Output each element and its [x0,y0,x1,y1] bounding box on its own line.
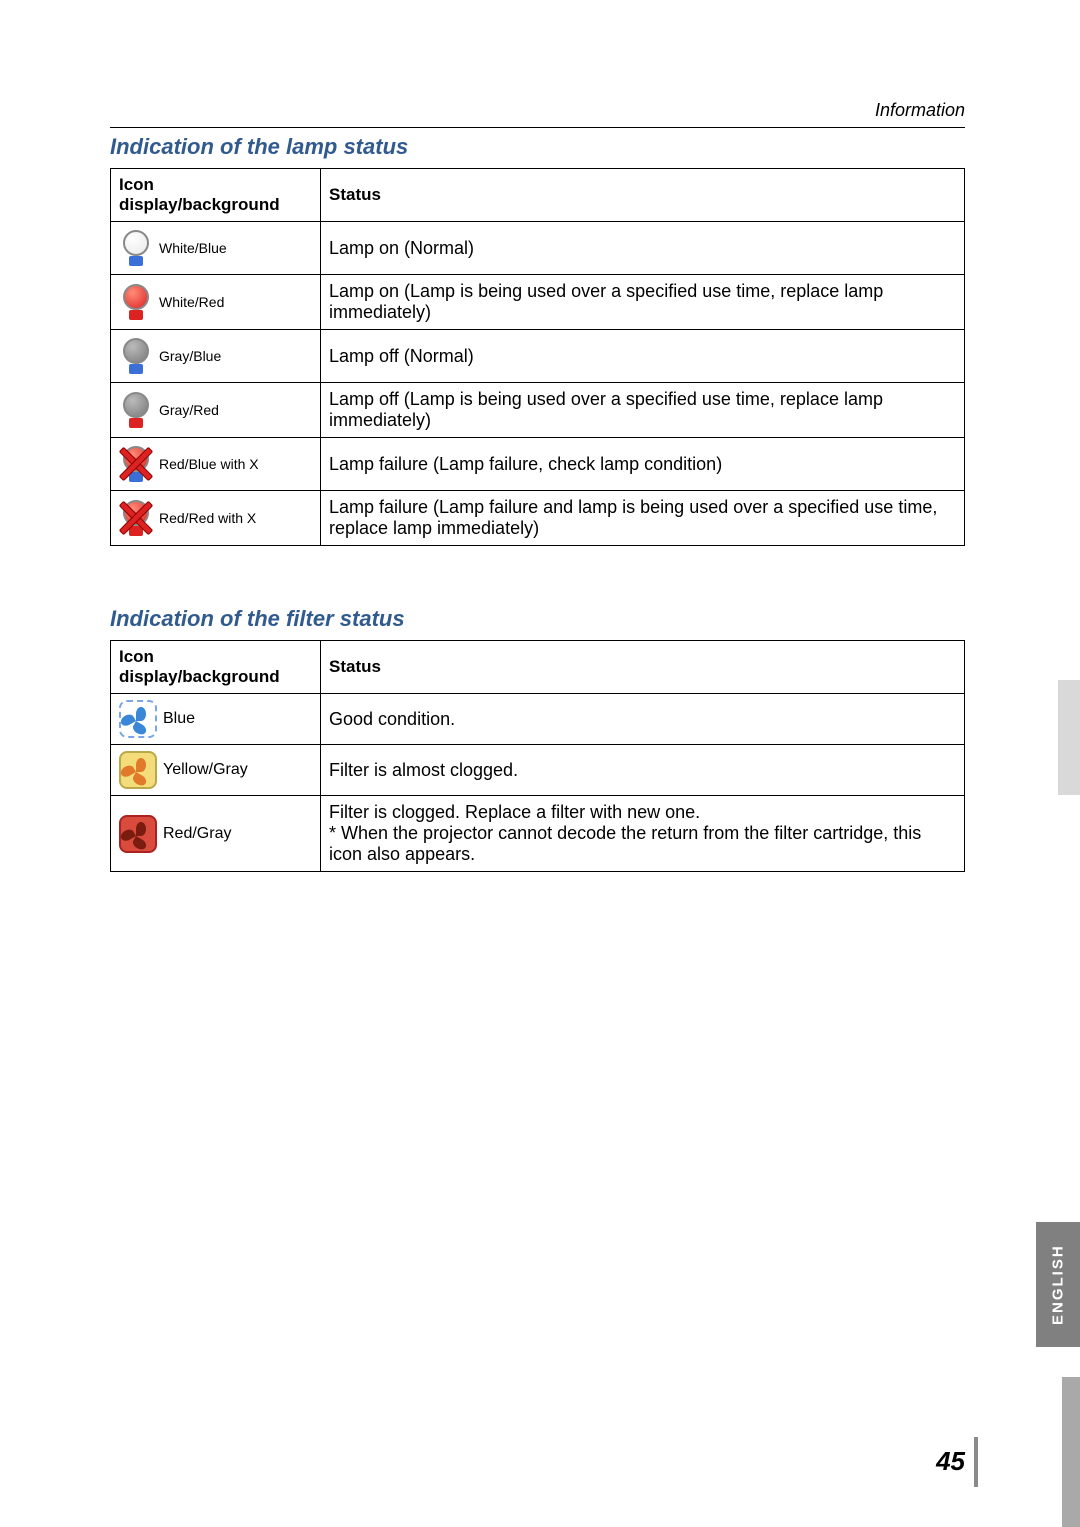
lamp-status-text: Lamp on (Lamp is being used over a speci… [321,275,965,330]
lamp-bulb-icon [119,228,153,268]
lamp-icon-label: White/Red [159,294,224,310]
lamp-icon-label: Gray/Blue [159,348,221,364]
lamp-icon-cell: White/Red [111,275,321,330]
lamp-bulb-icon [119,498,153,538]
side-gray-tab [1058,680,1080,795]
lamp-icon-cell: Red/Red with X [111,491,321,546]
filter-fan-icon [119,700,157,738]
lamp-status-table: Icon display/background Status White/Blu… [110,168,965,546]
filter-status-text: Filter is clogged. Replace a filter with… [321,796,965,872]
lamp-icon-cell: Gray/Blue [111,330,321,383]
table-row: White/Red Lamp on (Lamp is being used ove… [111,275,965,330]
filter-col2-header: Status [321,641,965,694]
filter-status-text: Filter is almost clogged. [321,745,965,796]
page-number-bar [974,1437,978,1487]
table-row: Red/Red with X Lamp failure (Lamp failure… [111,491,965,546]
lamp-icon-cell: Gray/Red [111,383,321,438]
header-rule [110,127,965,128]
lamp-icon-label: Red/Blue with X [159,456,259,472]
lamp-col2-header: Status [321,169,965,222]
lamp-bulb-icon [119,390,153,430]
lamp-icon-label: Gray/Red [159,402,219,418]
lamp-bulb-icon [119,282,153,322]
table-row: Red/Blue with X Lamp failure (Lamp failur… [111,438,965,491]
filter-icon-cell: Blue [111,694,321,745]
lamp-icon-cell: Red/Blue with X [111,438,321,491]
table-row: Yellow/Gray Filter is almost clogged. [111,745,965,796]
table-row: White/Blue Lamp on (Normal) [111,222,965,275]
filter-icon-label: Blue [163,710,195,728]
filter-fan-icon [119,751,157,789]
lamp-status-text: Lamp failure (Lamp failure and lamp is b… [321,491,965,546]
page-number: 45 [936,1446,965,1477]
lamp-section-title: Indication of the lamp status [110,134,965,160]
lamp-bulb-icon [119,444,153,484]
corner-gray-strip [1062,1377,1080,1527]
filter-status-table: Icon display/background Status Blue Good … [110,640,965,872]
lamp-status-text: Lamp off (Normal) [321,330,965,383]
table-row: Blue Good condition. [111,694,965,745]
table-row: Red/Gray Filter is clogged. Replace a fil… [111,796,965,872]
filter-icon-cell: Red/Gray [111,796,321,872]
header-section-label: Information [110,100,965,127]
lamp-icon-label: White/Blue [159,240,227,256]
lamp-bulb-icon [119,336,153,376]
lamp-icon-label: Red/Red with X [159,510,256,526]
lamp-icon-cell: White/Blue [111,222,321,275]
table-row: Gray/Blue Lamp off (Normal) [111,330,965,383]
lamp-status-text: Lamp failure (Lamp failure, check lamp c… [321,438,965,491]
filter-icon-label: Yellow/Gray [163,761,248,779]
table-row: Gray/Red Lamp off (Lamp is being used ove… [111,383,965,438]
filter-section-title: Indication of the filter status [110,606,965,632]
filter-col1-header: Icon display/background [111,641,321,694]
filter-status-text: Good condition. [321,694,965,745]
lamp-col1-header: Icon display/background [111,169,321,222]
filter-icon-cell: Yellow/Gray [111,745,321,796]
filter-fan-icon [119,815,157,853]
lamp-status-text: Lamp off (Lamp is being used over a spec… [321,383,965,438]
filter-icon-label: Red/Gray [163,825,231,843]
language-tab: ENGLISH [1036,1222,1080,1347]
lamp-status-text: Lamp on (Normal) [321,222,965,275]
